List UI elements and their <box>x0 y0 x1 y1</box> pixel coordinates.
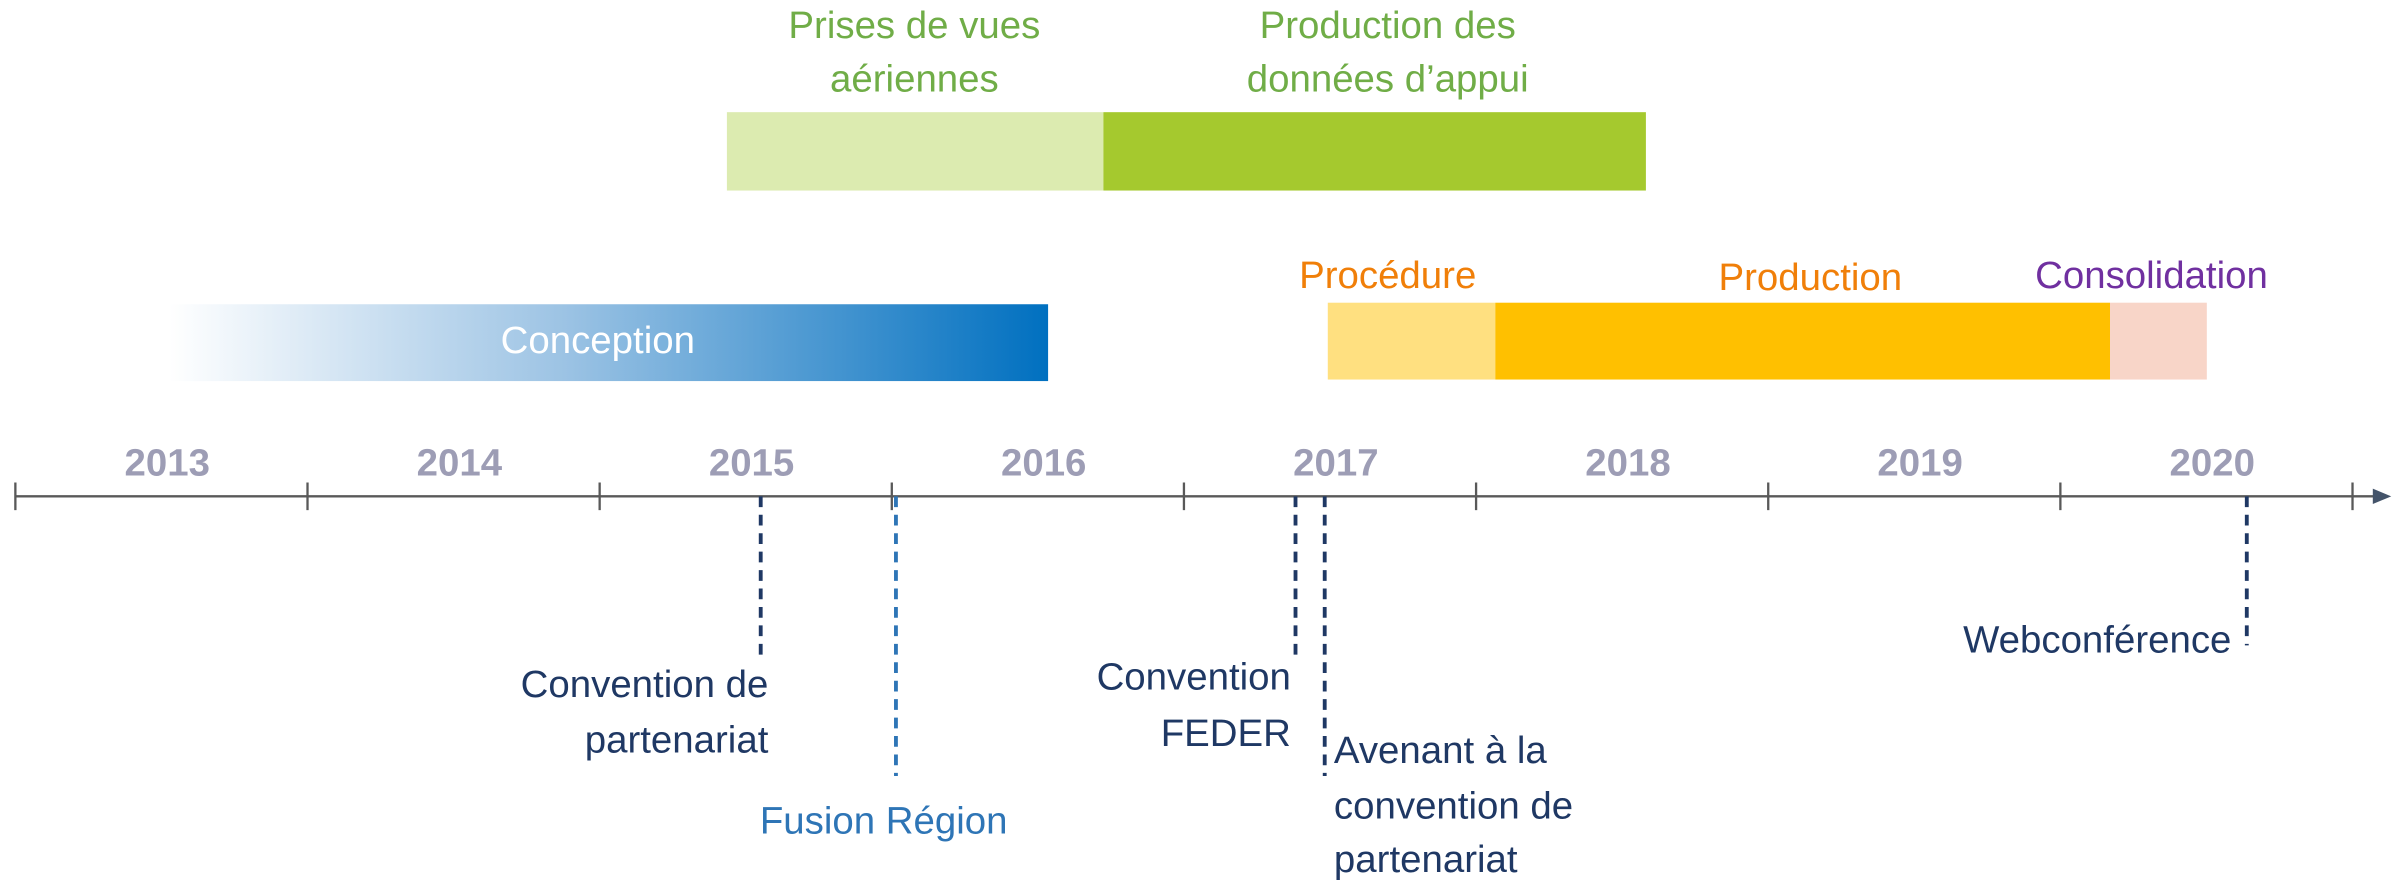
phase-label: Procédure <box>1299 254 1476 297</box>
year-label: 2016 <box>1001 442 1086 485</box>
year-label: 2018 <box>1585 442 1670 485</box>
year-label: 2020 <box>2170 442 2255 485</box>
phase-label: aériennes <box>830 58 999 101</box>
milestone-label: Fusion Région <box>760 800 1008 843</box>
support-bar <box>1103 112 1646 191</box>
phase-label: Production des <box>1260 4 1516 47</box>
year-label: 2014 <box>417 442 503 485</box>
aerial-bar <box>726 112 1104 191</box>
milestone-label: Avenant à la <box>1334 729 1547 772</box>
procedure-bar <box>1327 302 1496 380</box>
phase-label: Consolidation <box>2035 254 2268 297</box>
phase-label: Prises de vues <box>788 4 1040 47</box>
milestone-label: FEDER <box>1161 712 1291 755</box>
milestone-label: Convention <box>1097 655 1291 698</box>
year-label: 2013 <box>125 442 210 485</box>
milestone-label: Convention de <box>521 663 769 706</box>
milestone-label: partenariat <box>1334 838 1518 881</box>
milestone-label: Webconférence <box>1963 618 2231 661</box>
year-label: 2017 <box>1293 442 1378 485</box>
phase-label: Conception <box>501 319 695 362</box>
consolidation-bar <box>2110 302 2207 380</box>
axis-arrow <box>2372 488 2392 504</box>
year-label: 2015 <box>709 442 794 485</box>
phase-label: Production <box>1719 256 1903 299</box>
milestone-label: convention de <box>1334 784 1573 827</box>
year-label: 2019 <box>1877 442 1962 485</box>
conception-bar <box>169 304 1049 382</box>
phase-label: données d’appui <box>1247 58 1529 101</box>
milestone-label: partenariat <box>585 718 769 761</box>
production-bar <box>1495 302 2111 380</box>
